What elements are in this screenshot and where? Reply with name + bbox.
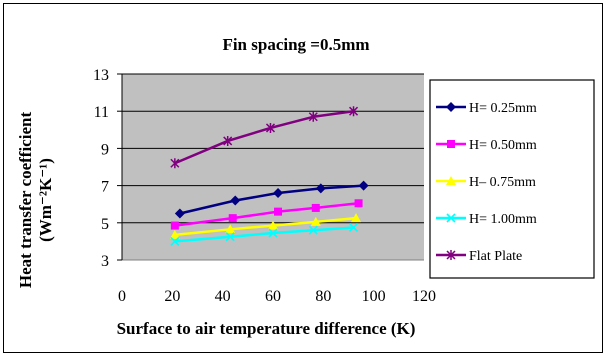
data-point <box>311 203 320 212</box>
legend-entry: H= 1.00mm <box>436 212 537 227</box>
data-point <box>230 195 241 206</box>
data-point <box>351 213 362 223</box>
series-3 <box>169 213 362 239</box>
data-point <box>349 106 359 117</box>
axes <box>117 73 424 261</box>
y-tick-label: 11 <box>94 104 109 121</box>
y-tick-label: 5 <box>101 216 109 233</box>
data-point <box>348 222 359 233</box>
data-point <box>308 225 318 235</box>
legend: H= 0.25mm H= 0.50mm H– 0.75mm H= 1.00mm Flat… <box>429 79 595 279</box>
data-point <box>268 228 278 238</box>
data-point <box>169 229 180 239</box>
x-axis-title: Surface to air temperature difference (K… <box>117 319 416 338</box>
legend-label: H= 0.50mm <box>469 138 537 153</box>
tick-labels: 3 5 7 9 11 13 0 20 40 60 80 100 120 <box>93 67 436 305</box>
chart-svg: Fin spacing =0.5mm Heat transfer coeffic… <box>16 35 595 338</box>
data-point <box>308 111 318 122</box>
y-axis-title-line1: Heat transfer coefficient <box>16 112 35 289</box>
data-point <box>354 199 363 208</box>
data-point <box>170 158 180 169</box>
series-1 <box>174 180 369 219</box>
legend-entry: H= 0.25mm <box>436 101 537 116</box>
chart-title: Fin spacing =0.5mm <box>222 35 369 54</box>
legend-swatch-marker <box>446 102 456 112</box>
data-point <box>315 183 326 194</box>
x-tick-label: 80 <box>315 288 331 305</box>
x-tick-label: 100 <box>362 288 386 305</box>
chart-figure: Fin spacing =0.5mm Heat transfer coeffic… <box>3 3 603 353</box>
data-point <box>174 208 185 219</box>
legend-label: H= 0.25mm <box>469 101 537 116</box>
x-tick-label: 60 <box>265 288 281 305</box>
y-tick-label: 3 <box>101 253 109 270</box>
data-point <box>170 221 179 230</box>
legend-swatch-marker <box>446 213 456 223</box>
data-point <box>225 224 236 234</box>
legend-swatch-marker <box>446 176 456 185</box>
y-tick-label: 7 <box>101 179 109 196</box>
legend-entry: H= 0.50mm <box>436 138 537 153</box>
legend-label: H– 0.75mm <box>469 175 536 190</box>
y-tick-label: 13 <box>93 67 109 84</box>
data-point <box>228 214 237 223</box>
x-tick-label: 20 <box>164 288 180 305</box>
x-tick-label: 120 <box>412 288 436 305</box>
data-point <box>358 180 369 191</box>
series-layer <box>169 106 369 246</box>
y-axis-title: Heat transfer coefficient (Wm⁻²K⁻¹) <box>16 112 55 289</box>
legend-entry: Flat Plate <box>436 249 522 264</box>
series-2 <box>170 199 363 230</box>
legend-box <box>429 79 595 279</box>
data-point <box>225 232 235 242</box>
series-5 <box>170 106 359 169</box>
legend-swatch-marker <box>447 140 455 148</box>
x-tick-label: 0 <box>118 288 126 305</box>
data-point <box>223 135 233 146</box>
data-point <box>268 220 278 230</box>
legend-label: H= 1.00mm <box>469 212 537 227</box>
x-tick-label: 40 <box>215 288 231 305</box>
legend-swatch-marker <box>446 250 456 260</box>
legend-label: Flat Plate <box>469 249 522 264</box>
data-point <box>274 207 283 216</box>
legend-entry: H– 0.75mm <box>436 175 536 190</box>
data-point <box>310 216 321 226</box>
data-point <box>273 188 284 199</box>
series-4 <box>170 222 359 246</box>
y-axis-title-line2: (Wm⁻²K⁻¹) <box>36 158 55 242</box>
legend-entries: H= 0.25mm H= 0.50mm H– 0.75mm H= 1.00mm Flat… <box>436 101 537 264</box>
data-point <box>265 122 276 133</box>
data-point <box>170 236 180 246</box>
y-tick-label: 9 <box>101 141 109 158</box>
